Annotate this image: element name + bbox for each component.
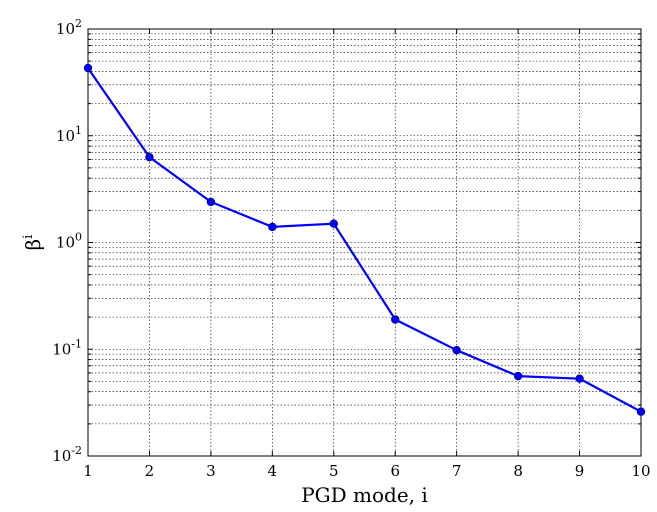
grid-lines — [88, 29, 641, 456]
y-tick-label: 100 — [56, 231, 82, 252]
x-tick-label: 2 — [145, 462, 155, 480]
x-axis-label: PGD mode, i — [301, 483, 428, 507]
x-tick-label: 7 — [452, 462, 462, 480]
y-axis-label: βi — [21, 235, 45, 251]
data-point — [636, 407, 646, 416]
data-point — [513, 371, 523, 381]
x-tick-label: 5 — [329, 462, 339, 480]
x-tick-label: 10 — [631, 462, 650, 480]
x-tick-label: 6 — [390, 462, 400, 480]
data-point — [145, 152, 154, 162]
data-point — [575, 374, 584, 383]
x-tick-label: 9 — [575, 462, 585, 480]
y-tick-label: 10-2 — [52, 444, 82, 465]
data-point — [391, 315, 400, 324]
data-point — [83, 63, 93, 73]
y-tick-label: 102 — [56, 17, 82, 38]
y-tick-label: 101 — [56, 124, 82, 145]
data-series — [83, 63, 646, 416]
x-tick-label: 1 — [83, 462, 93, 480]
y-axis-label-base: β — [21, 239, 45, 251]
data-point — [329, 219, 338, 228]
data-point — [206, 197, 216, 207]
data-point — [268, 222, 277, 232]
axis-ticks — [87, 29, 642, 457]
x-tick-label: 4 — [268, 462, 278, 480]
tick-labels: 1 2 3 4 5 6 7 8 9 10 10-2 10-1 100 101 102 — [52, 17, 650, 480]
y-axis-label-superscript: i — [21, 235, 36, 239]
y-tick-label: 10-1 — [52, 337, 82, 358]
series-line — [87, 67, 642, 413]
x-tick-label: 3 — [206, 462, 216, 480]
data-point — [452, 345, 461, 355]
x-tick-label: 8 — [513, 462, 523, 480]
